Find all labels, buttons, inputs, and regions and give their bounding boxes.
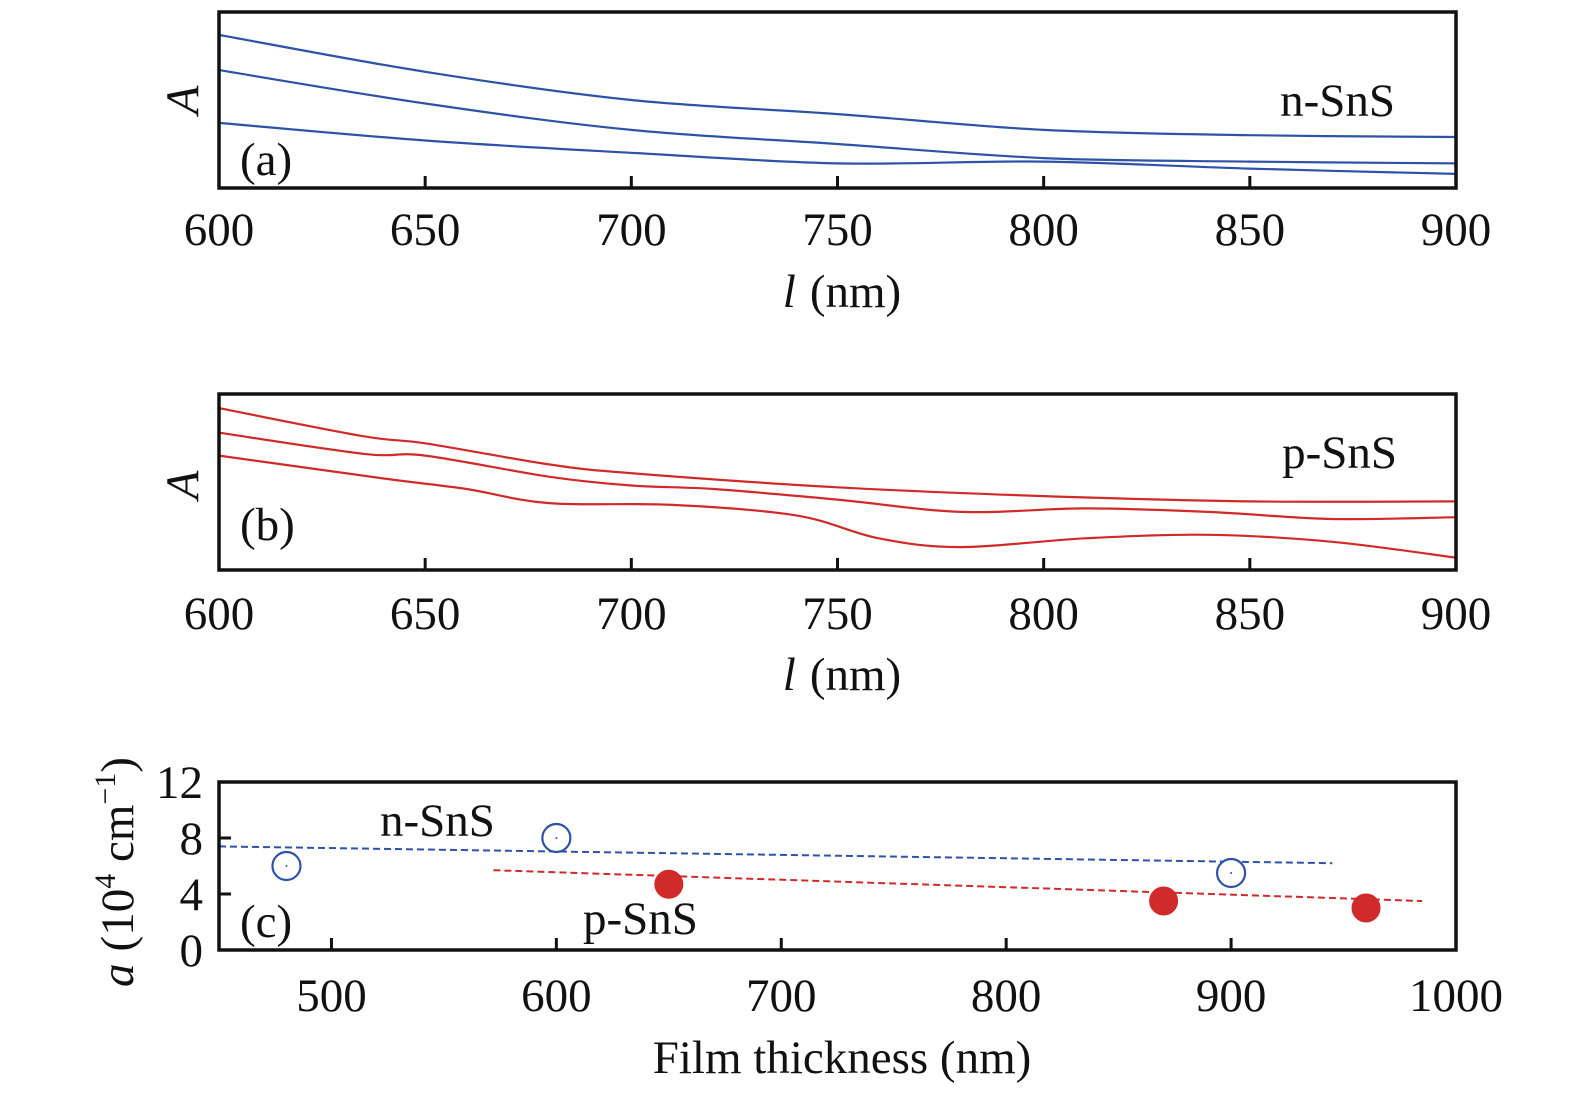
- panel-b-absorbance-p-sns: 600 650 700 750 800 850 900 (b) p-SnS A l (nm): [157, 392, 1492, 701]
- panel-c-point-center-nsns: [555, 837, 558, 839]
- panel-a-series-lines: [218, 33, 1457, 175]
- panel-a-x-axis-symbol: l: [783, 266, 796, 318]
- panel-a-series-line-3: [218, 121, 1457, 175]
- panel-a-x-tick-label: 800: [1008, 204, 1079, 256]
- panel-a-x-tick-label: 700: [596, 204, 667, 256]
- panel-a-x-tick-label: 850: [1215, 204, 1286, 256]
- panel-c-x-tick-label: 800: [971, 970, 1042, 1022]
- panel-b-x-tick-label: 800: [1008, 588, 1079, 640]
- panel-a-tag: (a): [240, 134, 292, 186]
- panel-c-y-axis-symbol: a: [92, 963, 144, 987]
- panel-c-point-psns: [654, 869, 684, 899]
- panel-b-series-line-3: [218, 454, 1457, 559]
- panel-c-x-tick-label: 600: [521, 970, 592, 1022]
- panel-b-x-ticks: 600 650 700 750 800 850 900: [184, 558, 1492, 640]
- panel-c-y-tick-label: 8: [180, 813, 204, 865]
- panel-a-x-axis-unit: (nm): [810, 266, 901, 318]
- panel-a-x-tick-label: 900: [1421, 204, 1492, 256]
- panel-c-y-tick-label: 0: [180, 925, 204, 977]
- panel-b-y-axis-title: A: [157, 470, 209, 502]
- panel-b-x-tick-label: 900: [1421, 588, 1492, 640]
- panel-a-x-tick-label: 600: [184, 204, 255, 256]
- panel-c-y-axis-unit: (10: [92, 889, 144, 952]
- panel-a-y-axis-title: A: [157, 85, 209, 117]
- panel-c-y-axis-exp: 4: [89, 874, 122, 889]
- panel-a-x-ticks: 600 650 700 750 800 850 900: [184, 176, 1492, 256]
- panel-c-fit-line-nsns: [218, 845, 1333, 865]
- panel-c-point-psns: [1351, 893, 1381, 923]
- panel-c-x-axis-title: Film thickness (nm): [653, 1032, 1032, 1084]
- panel-b-tag: (b): [240, 499, 295, 551]
- panel-b-x-tick-label: 700: [596, 588, 667, 640]
- panel-b-x-axis-symbol: l: [783, 649, 796, 701]
- panel-b-x-tick-label: 650: [390, 588, 461, 640]
- panel-b-series-line-1: [218, 407, 1457, 503]
- panel-c-x-tick-label: 500: [296, 970, 367, 1022]
- panel-b-series-label: p-SnS: [1282, 427, 1397, 479]
- panel-a-series-line-1: [218, 33, 1457, 139]
- panel-c-n-sns-label: n-SnS: [380, 795, 495, 847]
- panel-c-fit-line-psns: [493, 869, 1423, 902]
- panel-a-series-label: n-SnS: [1280, 75, 1395, 127]
- panel-c-y-axis-exp2: −1: [89, 773, 122, 805]
- panel-c-x-tick-label: 700: [746, 970, 817, 1022]
- panel-b-series-lines: [218, 407, 1457, 559]
- panel-b-x-tick-label: 750: [802, 588, 873, 640]
- panel-c-p-sns-label: p-SnS: [583, 893, 698, 945]
- panel-c-y-tick-label: 12: [156, 757, 203, 809]
- panel-c-x-tick-label: 1000: [1409, 970, 1503, 1022]
- panel-c-frame: [217, 780, 1458, 952]
- panel-a-x-axis-title: l (nm): [783, 266, 901, 318]
- panel-c-y-axis-title: a (104 cm−1): [89, 757, 144, 987]
- panel-b-x-tick-label: 850: [1215, 588, 1286, 640]
- panel-a-x-tick-label: 750: [802, 204, 873, 256]
- panel-b-x-tick-label: 600: [184, 588, 255, 640]
- panel-c-fit-lines: [218, 845, 1423, 902]
- panel-c-y-axis-close: ): [92, 757, 144, 773]
- panel-b-x-axis-title: l (nm): [783, 649, 901, 701]
- panel-c-y-axis-unit2: cm: [92, 805, 144, 874]
- panel-c-point-psns: [1149, 886, 1179, 916]
- panel-c-point-center-nsns: [285, 865, 288, 867]
- panel-c-data-points: [271, 822, 1381, 923]
- panel-a-series-line-2: [218, 69, 1457, 165]
- panel-b-series-line-2: [218, 431, 1457, 521]
- panel-a-absorbance-n-sns: 600 650 700 750 800 850 900 (a) n-SnS A l (nm): [157, 10, 1492, 318]
- panel-c-point-center-nsns: [1230, 872, 1233, 874]
- panel-c-x-tick-label: 900: [1196, 970, 1267, 1022]
- panel-a-x-tick-label: 650: [390, 204, 461, 256]
- panel-c-tag: (c): [240, 896, 292, 948]
- panel-c-y-tick-label: 4: [180, 869, 204, 921]
- panel-b-x-axis-unit: (nm): [810, 649, 901, 701]
